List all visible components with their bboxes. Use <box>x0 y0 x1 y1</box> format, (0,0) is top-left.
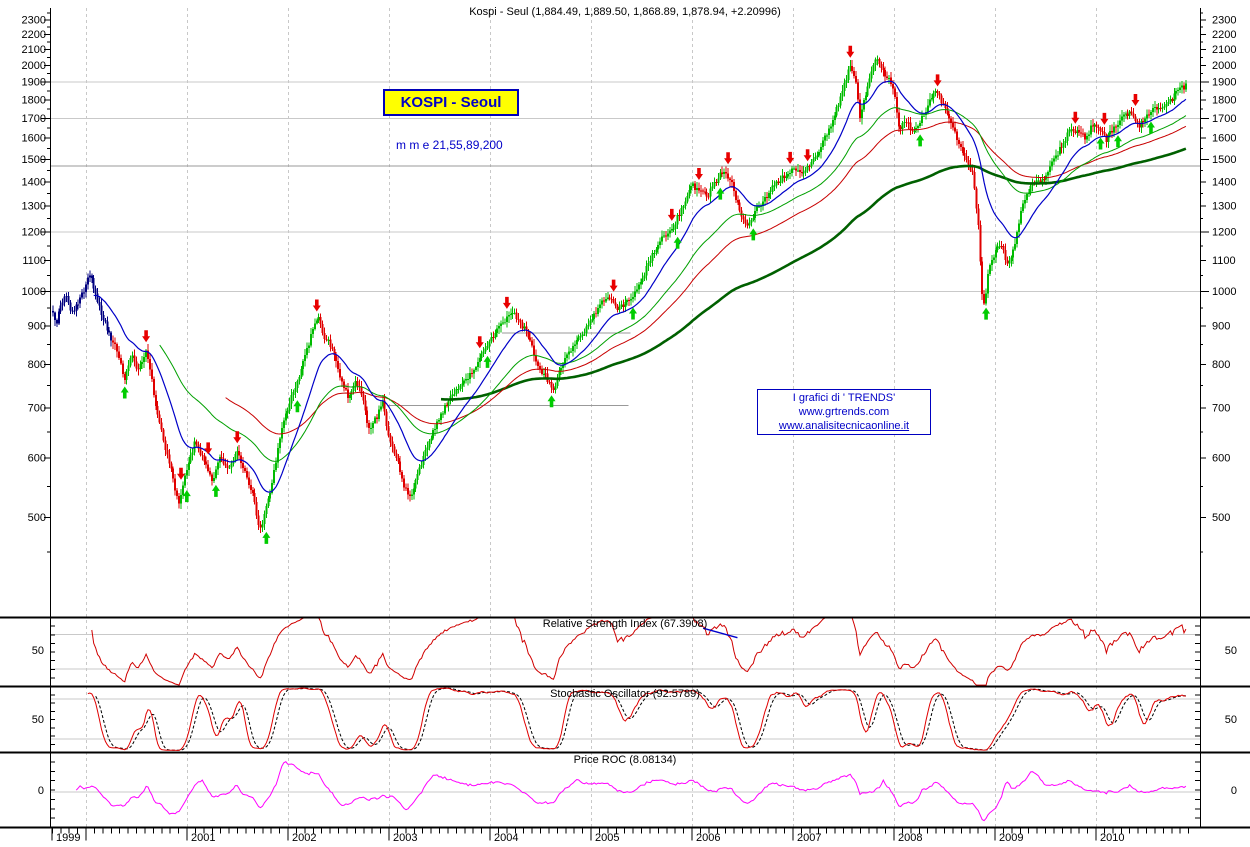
moving-averages-label: m m e 21,55,89,200 <box>396 138 503 152</box>
svg-text:1600: 1600 <box>22 133 46 145</box>
svg-text:2004: 2004 <box>494 832 518 844</box>
svg-text:600: 600 <box>28 453 46 465</box>
svg-text:2007: 2007 <box>797 832 821 844</box>
credit-line-2: www.grtrends.com <box>798 406 890 418</box>
svg-text:500: 500 <box>28 512 46 524</box>
svg-text:1999: 1999 <box>56 832 80 844</box>
svg-text:1600: 1600 <box>1212 133 1236 145</box>
svg-text:1100: 1100 <box>22 255 46 267</box>
svg-text:1000: 1000 <box>1212 286 1236 298</box>
svg-text:2200: 2200 <box>1212 29 1236 41</box>
svg-text:1300: 1300 <box>1212 200 1236 212</box>
svg-text:800: 800 <box>28 359 46 371</box>
svg-text:1800: 1800 <box>22 94 46 106</box>
svg-text:600: 600 <box>1212 453 1230 465</box>
credit-box: I grafici di ' TRENDS' www.grtrends.com … <box>757 389 931 435</box>
svg-text:2001: 2001 <box>191 832 215 844</box>
svg-text:1700: 1700 <box>1212 113 1236 125</box>
rsi-right-tick-label: 50 <box>1224 645 1237 657</box>
stoch-panel-title: Stochastic Oscillator (92.5789) <box>550 688 700 700</box>
svg-text:2100: 2100 <box>22 44 46 56</box>
svg-text:2005: 2005 <box>595 832 619 844</box>
svg-text:2008: 2008 <box>898 832 922 844</box>
credit-line-1: I grafici di ' TRENDS' <box>792 392 896 404</box>
svg-text:1500: 1500 <box>22 154 46 166</box>
svg-text:2300: 2300 <box>22 14 46 26</box>
svg-text:1700: 1700 <box>22 113 46 125</box>
svg-text:2002: 2002 <box>292 832 316 844</box>
chart-title: Kospi - Seul (1,884.49, 1,889.50, 1,868.… <box>469 6 781 18</box>
svg-text:2003: 2003 <box>393 832 417 844</box>
svg-text:1300: 1300 <box>22 200 46 212</box>
svg-text:700: 700 <box>1212 402 1230 414</box>
svg-text:1100: 1100 <box>1212 255 1236 267</box>
svg-text:1900: 1900 <box>1212 77 1236 89</box>
rsi-panel-title: Relative Strength Index (67.3908) <box>542 618 708 630</box>
svg-text:1500: 1500 <box>1212 154 1236 166</box>
roc-right-tick-label: 0 <box>1230 785 1237 797</box>
svg-text:2000: 2000 <box>22 60 46 72</box>
svg-text:2200: 2200 <box>22 29 46 41</box>
rsi-left-tick-label: 50 <box>31 645 44 657</box>
svg-text:2300: 2300 <box>1212 14 1236 26</box>
svg-text:500: 500 <box>1212 512 1230 524</box>
stoch-right-tick-label: 50 <box>1224 714 1237 726</box>
roc-panel-title: Price ROC (8.08134) <box>573 754 677 766</box>
svg-text:2009: 2009 <box>999 832 1023 844</box>
svg-text:2010: 2010 <box>1100 832 1124 844</box>
symbol-label-box: KOSPI - Seoul <box>383 89 519 116</box>
roc-left-tick-label: 0 <box>37 785 44 797</box>
stoch-left-tick-label: 50 <box>31 714 44 726</box>
svg-text:700: 700 <box>28 402 46 414</box>
credit-line-3: www.analisitecnicaonline.it <box>778 420 910 432</box>
svg-text:1900: 1900 <box>22 77 46 89</box>
svg-text:2000: 2000 <box>1212 60 1236 72</box>
svg-text:1000: 1000 <box>22 286 46 298</box>
svg-text:1200: 1200 <box>22 227 46 239</box>
svg-text:1400: 1400 <box>1212 176 1236 188</box>
svg-text:2006: 2006 <box>696 832 720 844</box>
svg-text:900: 900 <box>1212 320 1230 332</box>
svg-text:1800: 1800 <box>1212 94 1236 106</box>
svg-text:2100: 2100 <box>1212 44 1236 56</box>
svg-text:1200: 1200 <box>1212 227 1236 239</box>
svg-text:900: 900 <box>28 320 46 332</box>
svg-text:800: 800 <box>1212 359 1230 371</box>
svg-text:1400: 1400 <box>22 176 46 188</box>
